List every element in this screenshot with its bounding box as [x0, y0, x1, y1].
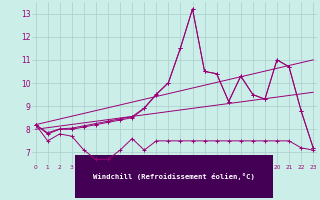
X-axis label: Windchill (Refroidissement éolien,°C): Windchill (Refroidissement éolien,°C) — [93, 173, 255, 180]
